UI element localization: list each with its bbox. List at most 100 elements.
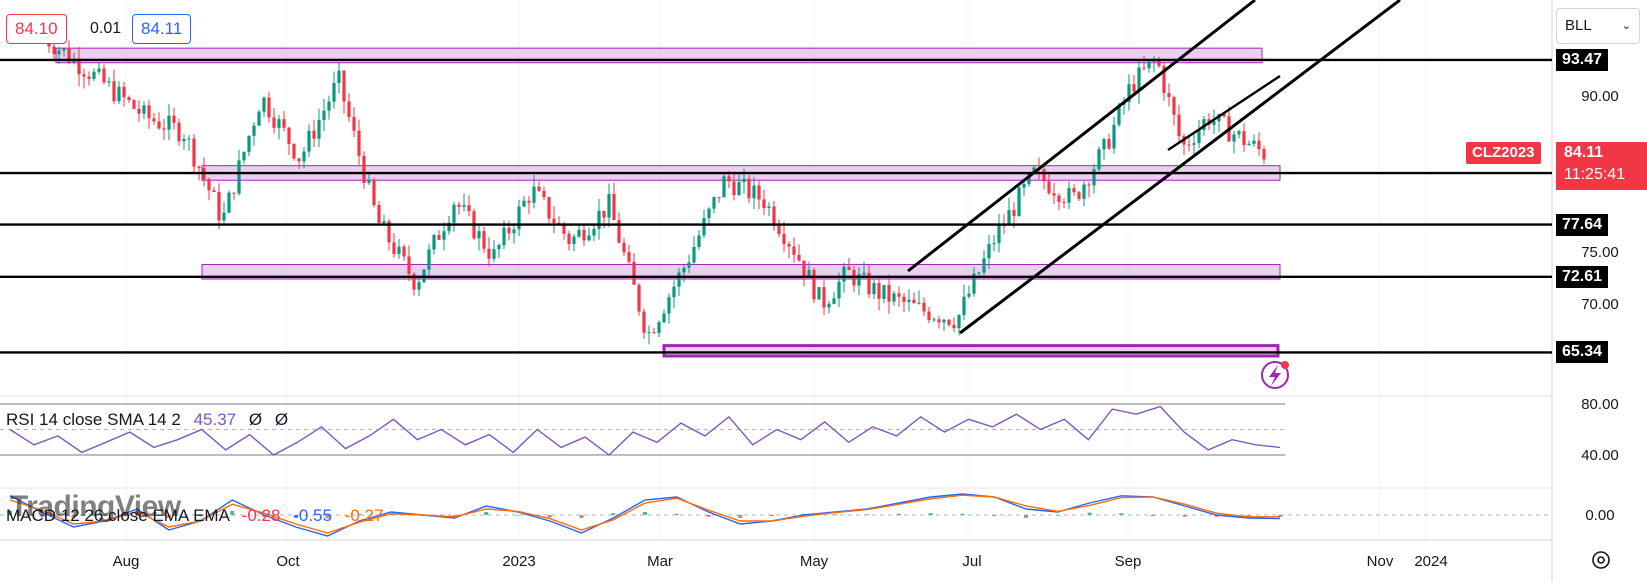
candle-body	[502, 227, 506, 246]
macd-hist-bar	[643, 512, 647, 515]
candle-body	[567, 233, 571, 244]
candle-body	[1112, 124, 1116, 149]
macd-hist-bar	[706, 515, 711, 517]
macd-hist-bar	[1119, 513, 1124, 515]
x-tick-label: Mar	[647, 553, 673, 570]
candle-body	[1172, 97, 1176, 115]
candle-body	[1087, 184, 1091, 186]
macd-hist-bar	[1024, 515, 1028, 518]
candle-body	[212, 190, 216, 193]
candle-body	[372, 179, 376, 206]
settings-gear-icon[interactable]	[1592, 551, 1610, 569]
candle-body	[687, 262, 691, 268]
candle-body	[912, 299, 916, 304]
candle-body	[842, 266, 846, 282]
candle-body	[1262, 149, 1266, 160]
rsi-y-tick-label: 80.00	[1581, 396, 1619, 413]
macd-hist-bar	[1246, 515, 1251, 517]
candle-body	[122, 86, 126, 98]
candle-body	[62, 48, 66, 51]
macd-hist-bar	[1214, 515, 1219, 517]
candle-body	[602, 210, 606, 218]
candle-body	[412, 273, 416, 290]
candle-body	[787, 244, 791, 247]
rsi-pane	[0, 403, 1285, 456]
horizontal-levels[interactable]	[0, 58, 1552, 354]
candle-body	[442, 231, 446, 240]
rsi-legend[interactable]: RSI 14 close SMA 14 2 45.37 Ø Ø	[6, 410, 288, 430]
candle-body	[507, 227, 511, 234]
pane-separators	[0, 0, 1553, 582]
macd-signal-value: -0.27	[344, 506, 384, 525]
rsi-sma-value: Ø	[248, 410, 263, 429]
candle-body	[1027, 172, 1031, 185]
macd-hist-bar	[674, 513, 679, 515]
trend-channel[interactable]	[907, 0, 1401, 335]
candle-body	[547, 197, 551, 219]
candle-body	[512, 229, 516, 234]
macd-hist-bar	[1055, 515, 1060, 516]
spread-value: 0.01	[90, 20, 122, 37]
ask-price[interactable]: 84.11	[132, 14, 192, 44]
macd-hist-bar	[611, 513, 616, 515]
candle-body	[867, 272, 871, 295]
lightning-icon[interactable]	[1261, 361, 1289, 389]
macd-legend[interactable]: MACD 12 26 close EMA EMA -0.28 -0.55 -0.…	[6, 506, 383, 526]
level-price-badge: 65.34	[1556, 341, 1609, 364]
macd-hist-bar	[230, 510, 235, 515]
macd-hist-bar	[770, 515, 774, 516]
candle-body	[477, 231, 481, 239]
candle-body	[1197, 130, 1201, 144]
candle-body	[317, 119, 321, 139]
candle-body	[67, 48, 71, 63]
macd-hist-value: -0.28	[241, 506, 281, 525]
candle-body	[1097, 149, 1101, 170]
candle-body	[872, 283, 876, 295]
candle-body	[642, 311, 646, 333]
candle-body	[132, 100, 136, 109]
candle-body	[1062, 202, 1066, 204]
candle-body	[717, 197, 721, 199]
candle-body	[57, 50, 61, 55]
rsi-band-value: Ø	[274, 410, 289, 429]
chevron-down-icon: ⌄	[1621, 20, 1631, 32]
candle-body	[292, 143, 296, 159]
candle-body	[1187, 144, 1191, 146]
candle-body	[1017, 187, 1021, 216]
symbol-badge[interactable]: CLZ2023	[1466, 142, 1541, 164]
candle-body	[157, 121, 161, 129]
macd-hist-bar	[1151, 515, 1155, 516]
candle-body	[217, 192, 221, 221]
rsi-value: 45.37	[193, 410, 237, 429]
candle-body	[187, 138, 191, 140]
candle-body	[1212, 121, 1216, 125]
macd-hist-bar	[166, 515, 171, 518]
time-axis[interactable]: Aug Oct 2023 Mar May Jul Sep Nov 2024	[113, 553, 1448, 570]
candle-body	[932, 319, 936, 321]
candle-body	[82, 74, 86, 77]
candle-body	[462, 205, 466, 207]
candle-body	[1022, 184, 1026, 188]
candle-body	[837, 281, 841, 299]
candle-body	[592, 228, 596, 236]
candle-body	[362, 155, 366, 184]
candle-body	[647, 332, 651, 334]
candle-body	[627, 252, 631, 262]
candle-body	[637, 284, 641, 312]
series-selector[interactable]: BLL ⌄	[1556, 8, 1640, 44]
candle-body	[282, 119, 286, 128]
candle-body	[277, 119, 281, 128]
bid-price[interactable]: 84.10	[6, 14, 67, 44]
rsi-y-tick-label: 40.00	[1581, 447, 1619, 464]
candle-body	[727, 176, 731, 182]
candle-body	[857, 274, 861, 286]
candle-body	[597, 210, 601, 229]
candle-body	[607, 193, 611, 218]
candle-body	[882, 285, 886, 299]
x-tick-label: May	[800, 553, 829, 570]
candle-body	[962, 296, 966, 316]
candle-body	[337, 70, 341, 84]
candle-body	[662, 313, 666, 323]
candle-body	[192, 138, 196, 167]
